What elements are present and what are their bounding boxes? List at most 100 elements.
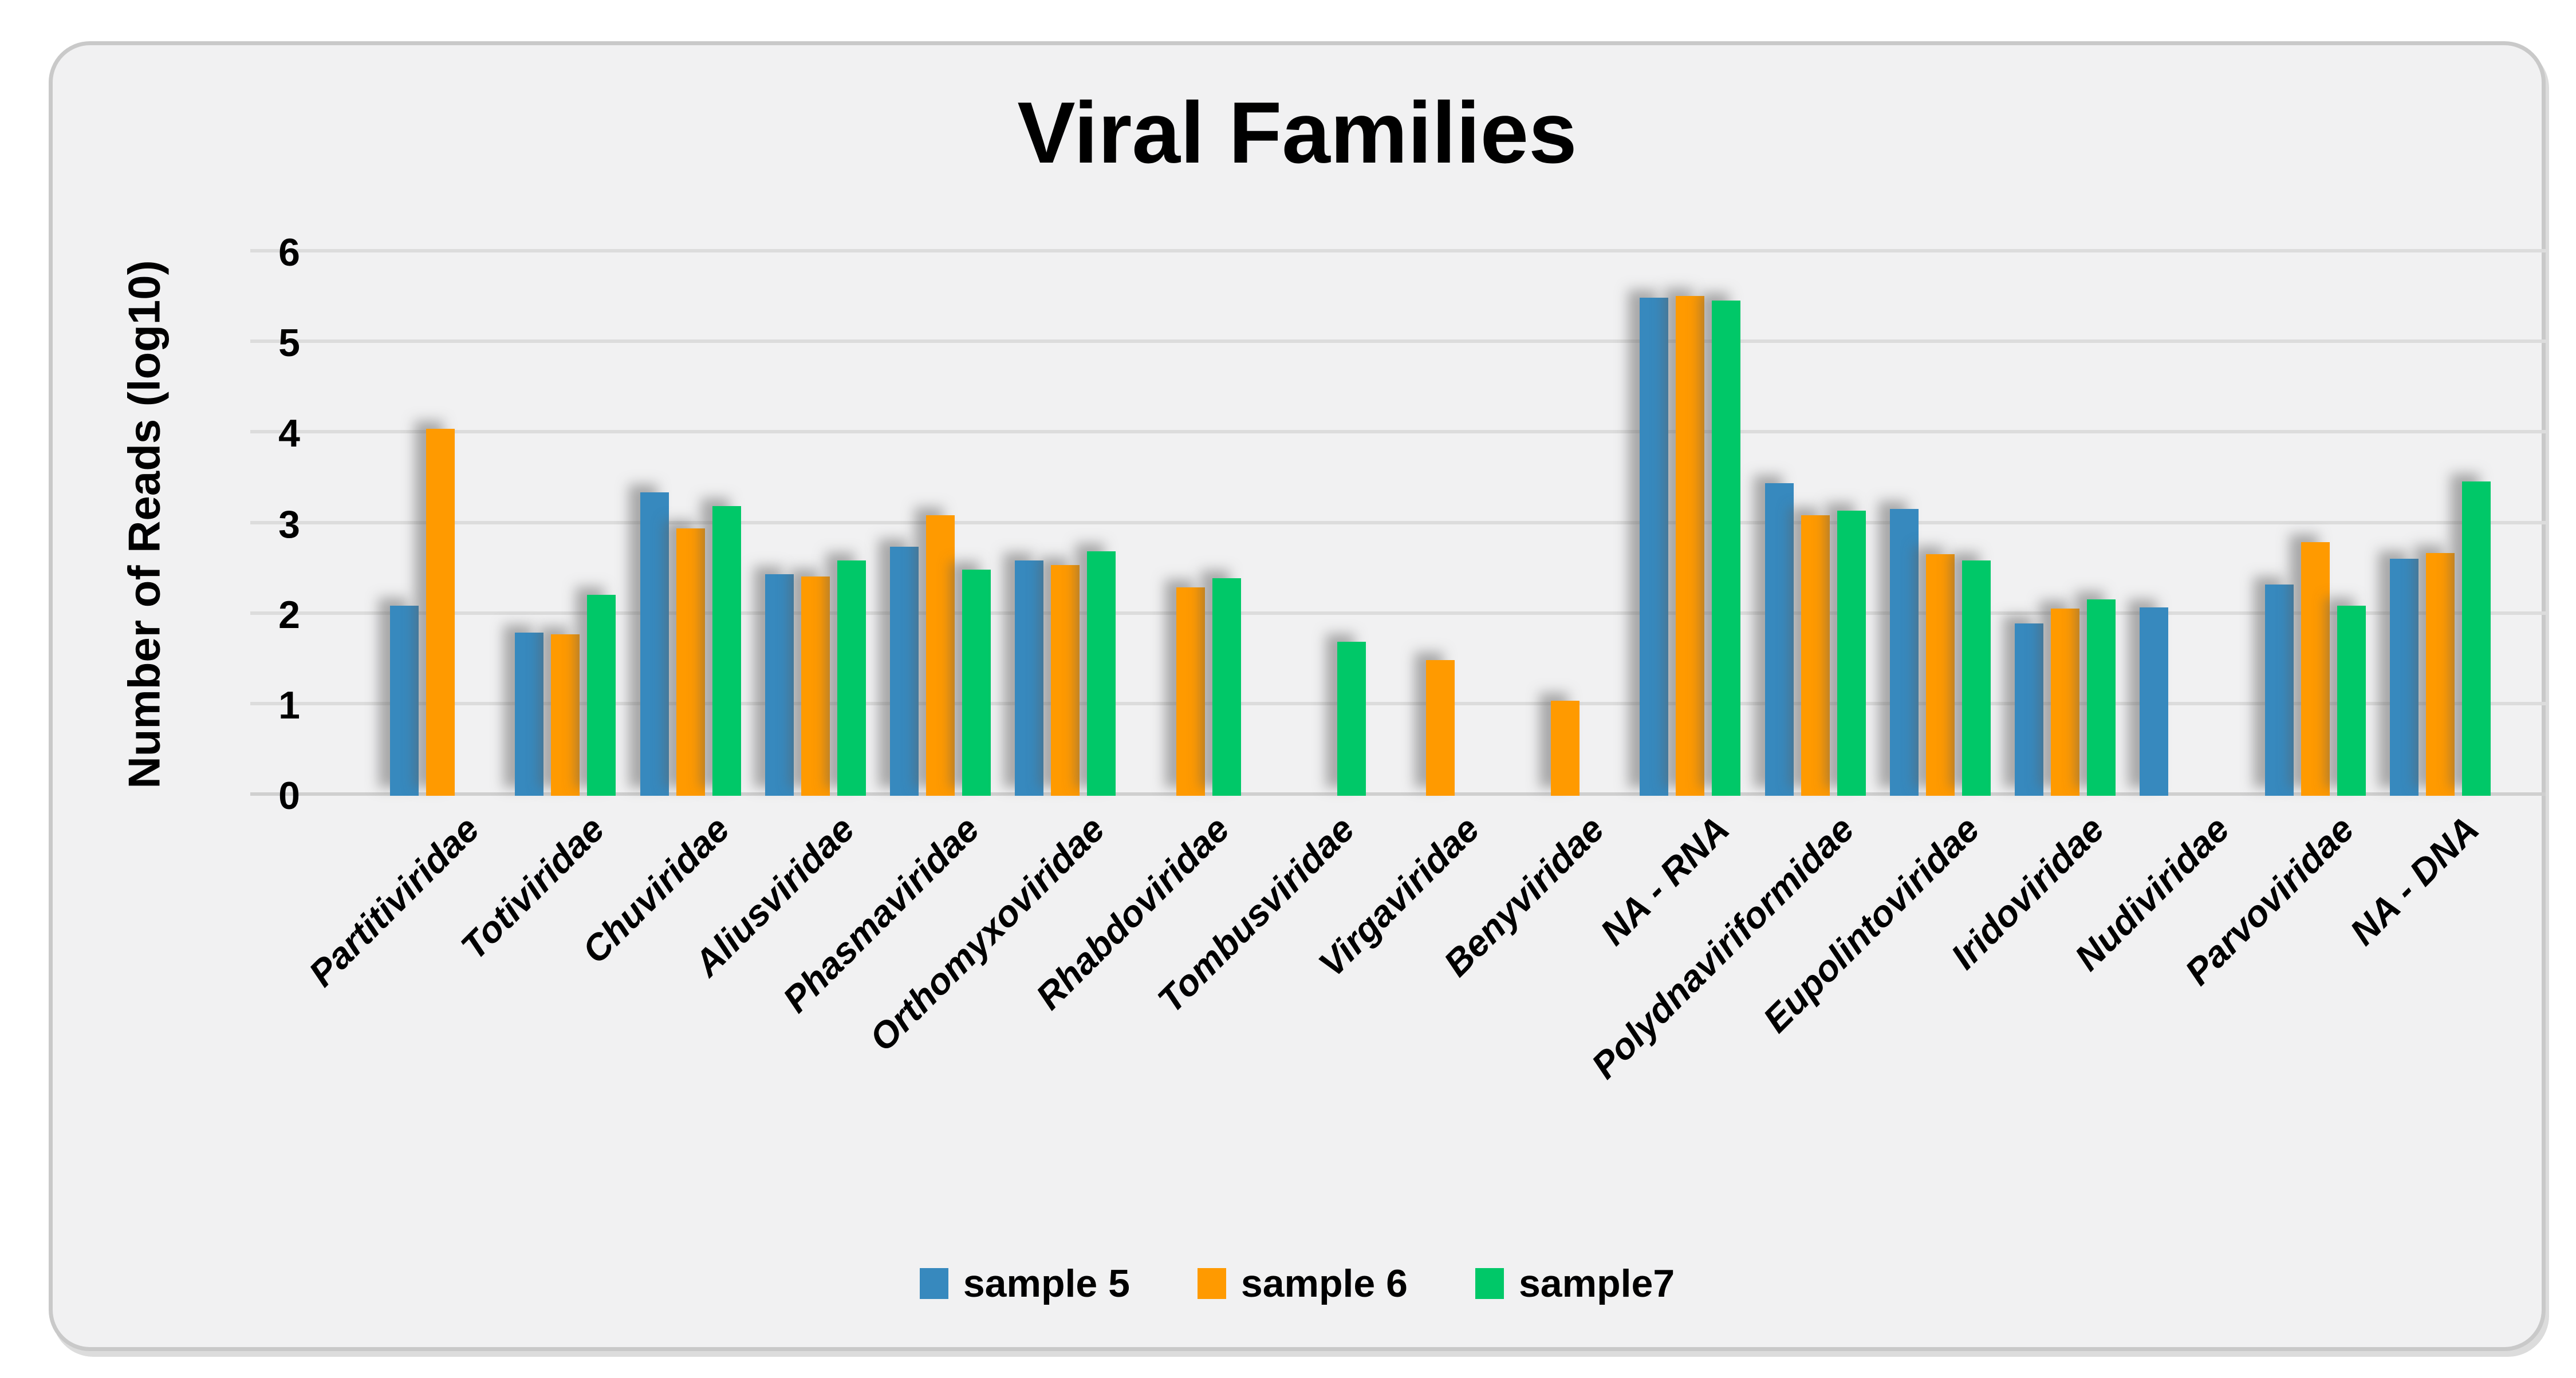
bar-sample-6-Virgaviridae (1425, 660, 1455, 796)
bar-sample7-Tombusviridae (1337, 642, 1366, 796)
bar-cluster (765, 252, 866, 796)
legend-label: sample 6 (1240, 1262, 1408, 1305)
bar-sample-5-Parvoviridae (2264, 585, 2294, 796)
y-tick-label-3: 3 (278, 502, 300, 546)
bar-group-Totiviridae (503, 252, 628, 796)
bars-layer (378, 252, 2503, 796)
bar-sample-5-Partitiviridae (390, 605, 419, 796)
bar-group-Virgaviridae (1378, 252, 1503, 796)
y-tick-label-1: 1 (278, 683, 300, 727)
bar-cluster (1640, 252, 1741, 796)
gridline-3 (250, 520, 2546, 524)
bar-sample7-Parvoviridae (2337, 605, 2366, 796)
bar-cluster (2015, 252, 2116, 796)
bar-cluster (1764, 252, 1866, 796)
legend-marker-icon (1197, 1268, 1226, 1299)
bar-group-Chuviridae (628, 252, 753, 796)
chart-card: Viral Families Number of Reads (log10) 0… (49, 41, 2546, 1351)
bar-cluster (1015, 252, 1116, 796)
bar-sample-5-NA - RNA (1640, 298, 1669, 796)
bar-sample-5-Iridoviridae (2015, 623, 2044, 796)
bar-group-NA - RNA (1628, 252, 1752, 796)
bar-sample-5-Totiviridae (515, 633, 544, 796)
bar-sample-5-Nudiviridae (2140, 607, 2169, 796)
x-axis-labels: Partitiviridae Totiviridae Chuviridae Alius… (250, 45, 2546, 1347)
x-axis-label-Partitiviridae: Partitiviridae (301, 808, 487, 994)
legend-marker-icon (1475, 1268, 1504, 1299)
x-axis-line (250, 792, 2546, 796)
bar-sample-6-NA - RNA (1676, 295, 1705, 796)
bar-group-Phasmaviridae (878, 252, 1003, 796)
gridline-6 (250, 249, 2546, 252)
gridline-1 (250, 701, 2546, 705)
bar-cluster (1390, 252, 1491, 796)
bar-group-Polydnaviriformidae (1753, 252, 1878, 796)
bar-cluster (1515, 252, 1616, 796)
gridline-4 (250, 430, 2546, 434)
bar-sample-5-NA - DNA (2389, 558, 2419, 796)
x-axis-label-NA - DNA: NA - DNA (2342, 808, 2487, 953)
legend-item-sample7: sample7 (1475, 1261, 1675, 1306)
bar-cluster (890, 252, 991, 796)
bar-cluster (515, 252, 616, 796)
bar-sample7-NA - RNA (1712, 300, 1741, 796)
bar-sample-6-Chuviridae (676, 528, 705, 796)
chart-title: Viral Families (1017, 84, 1577, 181)
bar-sample7-NA - DNA (2461, 481, 2491, 796)
bar-sample-6-Benyviridae (1551, 700, 1580, 796)
y-tick-label-6: 6 (278, 231, 300, 274)
legend-label: sample 5 (963, 1262, 1130, 1305)
bar-group-Parvoviridae (2253, 252, 2378, 796)
bar-sample-5-Polydnaviriformidae (1764, 483, 1794, 796)
bar-cluster (2140, 252, 2240, 796)
bar-sample7-Phasmaviridae (962, 569, 991, 796)
bar-cluster (2264, 252, 2366, 796)
bar-cluster (390, 252, 491, 796)
x-axis-label-Orthomyxoviridae: Orthomyxoviridae (861, 808, 1112, 1059)
y-tick-label-5: 5 (278, 321, 300, 365)
bar-sample-5-Phasmaviridae (890, 547, 919, 796)
bar-sample-6-NA - DNA (2425, 553, 2455, 796)
bar-group-Aliusviridae (753, 252, 878, 796)
bar-cluster (1265, 252, 1366, 796)
bar-sample7-Polydnaviriformidae (1837, 510, 1866, 796)
bar-sample7-Chuviridae (712, 506, 741, 796)
bar-sample-6-Partitiviridae (426, 429, 455, 796)
bar-sample-5-Eupolintoviridae (1889, 508, 1919, 796)
bar-sample-6-Parvoviridae (2301, 542, 2330, 796)
bar-sample-6-Phasmaviridae (926, 515, 955, 796)
bar-group-Rhabdoviridae (1128, 252, 1252, 796)
bar-cluster (1140, 252, 1241, 796)
x-axis-label-Eupolintoviridae: Eupolintoviridae (1755, 808, 1987, 1041)
legend-item-sample-5: sample 5 (919, 1261, 1130, 1306)
bar-group-NA - DNA (2378, 252, 2503, 796)
gridline-5 (250, 339, 2546, 343)
gridline-2 (250, 611, 2546, 615)
bar-cluster (640, 252, 741, 796)
bar-group-Iridoviridae (2003, 252, 2128, 796)
bar-sample-6-Rhabdoviridae (1176, 587, 1205, 796)
bar-sample-6-Totiviridae (551, 634, 580, 796)
bar-group-Eupolintoviridae (1878, 252, 2003, 796)
bar-sample-6-Polydnaviriformidae (1801, 515, 1830, 796)
y-tick-label-4: 4 (278, 412, 300, 456)
bar-cluster (2389, 252, 2491, 796)
bar-sample-6-Orthomyxoviridae (1051, 564, 1080, 796)
bar-cluster (1889, 252, 1991, 796)
plot-area (250, 249, 2546, 796)
bar-sample-6-Eupolintoviridae (1925, 554, 1955, 796)
y-tick-label-2: 2 (278, 593, 300, 637)
bar-group-Benyviridae (1503, 252, 1628, 796)
bar-sample7-Aliusviridae (837, 560, 866, 796)
bar-group-Partitiviridae (378, 252, 503, 796)
bar-sample-5-Chuviridae (640, 492, 669, 796)
legend-label: sample7 (1518, 1262, 1675, 1305)
bar-sample-6-Iridoviridae (2051, 608, 2080, 796)
bar-sample7-Totiviridae (587, 594, 616, 796)
bar-sample-6-Aliusviridae (801, 577, 830, 796)
bar-group-Tombusviridae (1253, 252, 1378, 796)
bar-group-Orthomyxoviridae (1003, 252, 1128, 796)
legend-marker-icon (919, 1268, 948, 1299)
bar-group-Nudiviridae (2128, 252, 2252, 796)
legend: sample 5 sample 6 sample7 (53, 1261, 2542, 1306)
